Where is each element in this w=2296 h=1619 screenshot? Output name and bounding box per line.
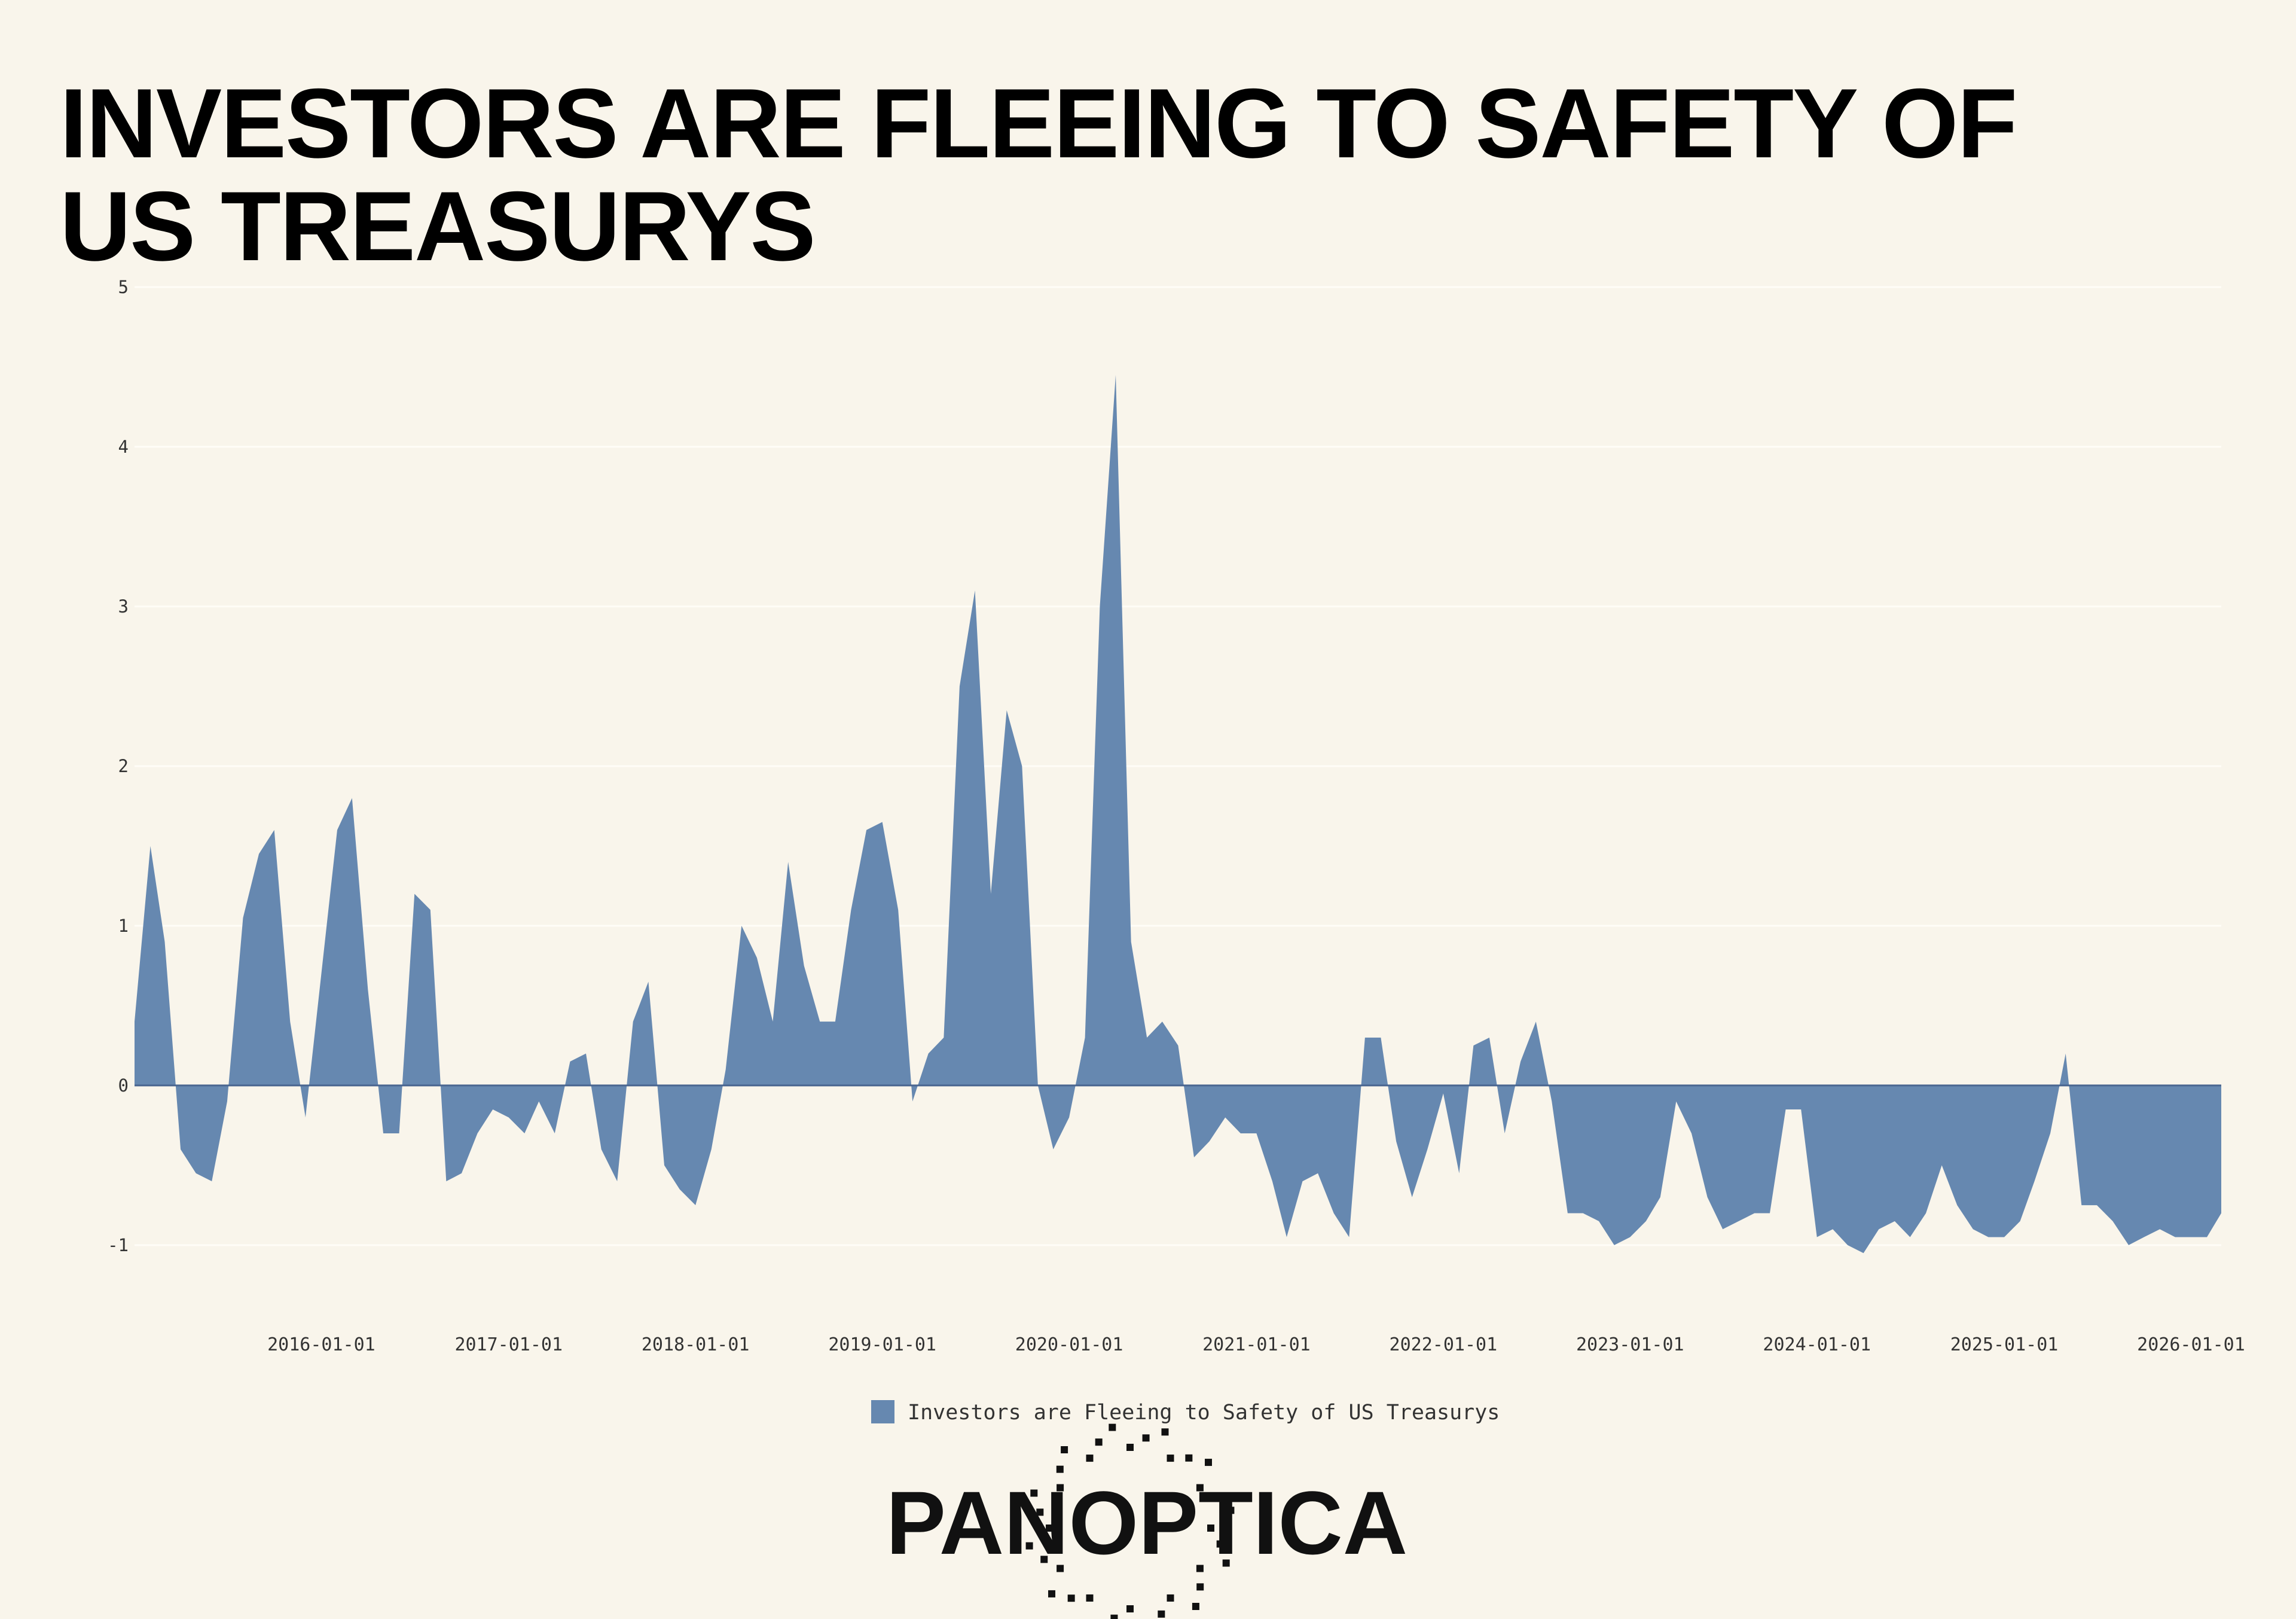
y-tick-label: 0 [118, 1075, 129, 1096]
x-tick-label: 2022-01-01 [1390, 1334, 1498, 1355]
logo-dot [1167, 1594, 1174, 1602]
x-tick-label: 2020-01-01 [1015, 1334, 1123, 1355]
y-tick-label: 1 [118, 916, 129, 936]
x-tick-label: 2016-01-01 [267, 1334, 375, 1355]
logo-dot [1030, 1489, 1038, 1497]
y-tick-label: 5 [118, 277, 129, 297]
legend-label: Investors are Fleeing to Safety of US Tr… [908, 1401, 1500, 1425]
x-tick-label: 2018-01-01 [642, 1334, 750, 1355]
x-tick-label: 2026-01-01 [2137, 1334, 2245, 1355]
x-tick-label: 2019-01-01 [828, 1334, 936, 1355]
logo-dot [1067, 1594, 1075, 1602]
logo-dot [1196, 1565, 1204, 1572]
logo-dot [1046, 1525, 1053, 1532]
x-tick-label: 2025-01-01 [1950, 1334, 2059, 1355]
x-tick-label: 2021-01-01 [1202, 1334, 1311, 1355]
chart-title: INVESTORS ARE FLEEING TO SAFETY OF US TR… [60, 68, 2017, 281]
logo-dot [1126, 1444, 1134, 1451]
logo-dot [1109, 1423, 1116, 1431]
logo-dot [1057, 1565, 1064, 1572]
logo-dot [1110, 1614, 1118, 1619]
logo-dot [1086, 1455, 1094, 1462]
logo-dot [1185, 1454, 1193, 1462]
logo-dot [1227, 1507, 1235, 1514]
area [135, 374, 2221, 1254]
logo-dot [1040, 1556, 1048, 1563]
logo-dot [1025, 1542, 1033, 1550]
logo-dot [1207, 1525, 1214, 1532]
x-tick-label: 2024-01-01 [1763, 1334, 1871, 1355]
logo-dot [1167, 1455, 1174, 1462]
y-tick-label: 4 [118, 437, 129, 457]
logo-dot [1196, 1583, 1204, 1591]
logo-dot [1086, 1594, 1094, 1602]
logo: PANOPTICA [886, 1472, 1407, 1573]
x-tick-label: 2023-01-01 [1576, 1334, 1684, 1355]
logo-dot [1192, 1602, 1199, 1610]
y-tick-label: 3 [118, 596, 129, 617]
logo-dot [1204, 1459, 1212, 1466]
logo-dot [1095, 1438, 1103, 1446]
legend-swatch [871, 1400, 894, 1423]
logo-dot [1057, 1484, 1064, 1492]
logo-dot [1056, 1465, 1064, 1473]
logo-dot [1161, 1428, 1169, 1436]
logo-dot [1196, 1484, 1204, 1492]
logo-mark [1025, 1423, 1235, 1619]
logo-dot [1158, 1610, 1165, 1618]
logo-dot [1036, 1508, 1044, 1516]
logo-dot [1142, 1434, 1150, 1442]
logo-dot [1216, 1540, 1224, 1548]
logo-dot [1222, 1559, 1230, 1567]
logo-dot [1048, 1590, 1056, 1597]
logo-dot [1212, 1493, 1220, 1501]
logo-dot [1061, 1446, 1068, 1454]
y-tick-label: 2 [118, 756, 129, 776]
y-tick-label: -1 [108, 1235, 129, 1255]
logo-dot [1126, 1605, 1134, 1612]
x-tick-label: 2017-01-01 [454, 1334, 563, 1355]
